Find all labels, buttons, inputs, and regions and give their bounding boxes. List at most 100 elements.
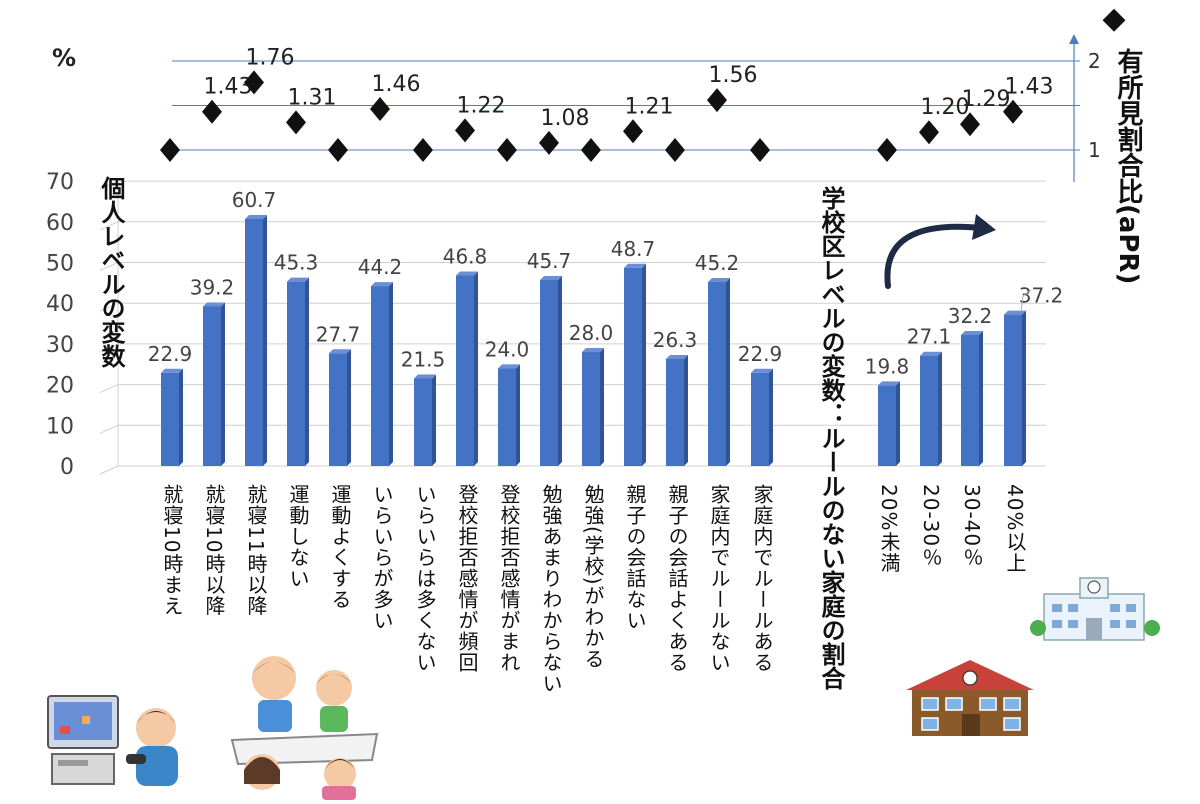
trend-arrow-head [972,214,996,240]
bar-top-2 [245,214,267,219]
bar-15 [878,385,896,466]
apr-tick-label-2: 2 [1088,49,1101,73]
bar-top-8 [498,364,520,369]
gridline-depth-10 [99,424,119,434]
bar-top-12 [666,354,688,359]
apr-value-label-9: 1.08 [541,106,590,131]
bar-value-label-4: 27.7 [316,322,361,346]
bar-side-9 [558,276,562,466]
category-label-2: 就寝11時以降 [244,484,268,617]
bar-value-label-16: 27.1 [907,325,952,349]
bar-top-17 [961,330,983,335]
bar-side-8 [516,364,520,466]
bar-side-3 [305,277,309,466]
apr-marker-12 [665,138,685,162]
bar-top-4 [329,349,351,354]
bar-top-0 [161,368,183,373]
apr-marker-7 [455,118,475,143]
gridline-depth-20 [99,384,119,394]
bar-value-label-6: 21.5 [401,347,446,371]
category-label-1: 就寝10時以降 [202,484,226,617]
house-illustration [906,660,1034,736]
legend-diamond-marker: ◆ [1102,1,1125,36]
bar-side-6 [432,374,436,466]
bar-side-0 [179,368,183,466]
bar-value-label-14: 22.9 [738,342,783,366]
bar-side-14 [769,368,773,466]
bar-side-7 [474,271,478,466]
trend-arrow-curve [884,223,985,289]
bar-side-10 [600,348,604,466]
bar-top-1 [203,302,225,307]
bar-side-2 [263,214,267,466]
apr-marker-4 [328,138,348,162]
bar-top-7 [456,271,478,276]
bar-side-5 [389,282,393,466]
bar-8 [498,368,516,466]
bar-value-label-12: 26.3 [653,328,698,352]
apr-value-label-5: 1.46 [372,72,421,97]
bar-side-18 [1022,310,1026,466]
bar-value-label-18: 37.2 [1019,284,1064,308]
apr-value-label-16: 1.20 [921,95,970,120]
bar-side-11 [642,263,646,466]
bar-top-13 [708,278,730,283]
category-label-17: 30-40％ [960,484,984,569]
y-tick-label-0: 0 [60,455,74,480]
bar-9 [540,280,558,466]
bar-11 [624,267,642,466]
y-tick-label-70: 70 [46,170,74,195]
bar-value-label-0: 22.9 [148,342,193,366]
category-label-18: 40%以上 [1003,484,1027,574]
apr-value-label-13: 1.56 [709,63,758,88]
bar-side-1 [221,302,225,466]
apr-marker-15 [877,138,897,162]
y-tick-label-20: 20 [46,374,74,399]
bar-value-label-9: 45.7 [527,249,572,273]
apr-tick-label-1: 1 [1088,138,1101,162]
apr-value-label-7: 1.22 [457,93,506,118]
bar-value-label-7: 46.8 [443,245,488,269]
bar-14 [751,372,769,466]
apr-marker-0 [160,138,180,162]
right-axis-title: 有所見割合比(aPR) [1113,48,1143,285]
y-tick-label-30: 30 [46,333,74,358]
bar-value-label-2: 60.7 [232,188,277,212]
y-tick-label-50: 50 [46,252,74,277]
bar-16 [920,355,938,466]
apr-value-label-1: 1.43 [204,75,253,100]
bar-top-5 [371,282,393,287]
apr-marker-14 [750,138,770,162]
apr-value-label-17: 1.29 [962,87,1011,112]
category-label-15: 20%未満 [877,484,901,574]
bar-side-12 [684,354,688,466]
category-label-7: 登校拒否感情が頻回 [455,484,479,673]
bar-value-label-5: 44.2 [358,255,403,279]
bar-0 [161,372,179,466]
bar-top-14 [751,368,773,373]
bar-13 [708,282,726,466]
category-label-4: 運動よくする [328,484,352,610]
bar-top-18 [1004,310,1026,315]
category-label-11: 親子の会話ない [623,484,647,631]
apr-marker-6 [413,138,433,162]
category-label-13: 家庭内でルールない [707,484,731,673]
bar-1 [203,306,221,466]
apr-marker-8 [497,138,517,162]
bar-12 [666,358,684,466]
bar-4 [329,353,347,466]
bar-top-15 [878,381,900,386]
bar-side-4 [347,349,351,466]
school-building-illustration [1030,577,1160,641]
leader-line-last-bar [1020,289,1032,313]
gridline-depth-0 [99,465,119,475]
category-label-0: 就寝10時まえ [160,484,184,617]
y-tick-label-10: 10 [46,414,74,439]
apr-value-label-2: 1.76 [246,45,295,70]
bar-17 [961,334,979,466]
apr-marker-3 [286,110,306,135]
category-label-9: 勉強あまりわからない [539,484,563,694]
apr-axis-arrow [1069,34,1079,44]
bar-value-label-13: 45.2 [695,251,740,275]
